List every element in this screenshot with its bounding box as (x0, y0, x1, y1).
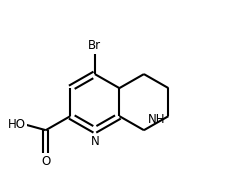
Text: O: O (41, 155, 50, 168)
Text: HO: HO (8, 118, 25, 131)
Text: N: N (90, 135, 99, 148)
Text: NH: NH (147, 113, 164, 126)
Text: Br: Br (88, 39, 101, 52)
